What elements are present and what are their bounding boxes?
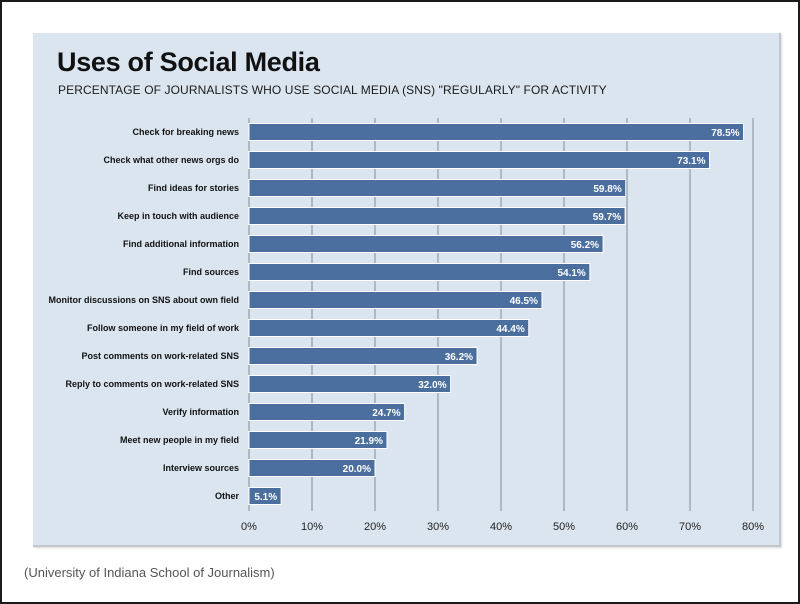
value-label-9: 32.0% bbox=[418, 380, 446, 391]
x-tick-label-0: 0% bbox=[241, 521, 257, 533]
value-label-0: 78.5% bbox=[711, 128, 739, 139]
x-tick-label-7: 70% bbox=[679, 521, 701, 533]
value-label-8: 36.2% bbox=[445, 352, 473, 363]
value-label-7: 44.4% bbox=[496, 324, 524, 335]
bar-6 bbox=[248, 291, 543, 309]
bar-10 bbox=[248, 403, 406, 421]
category-label-5: Find sources bbox=[183, 267, 239, 277]
bar-chart: Check for breaking news 78.5% Check what o… bbox=[48, 118, 764, 533]
x-tick-label-1: 10% bbox=[301, 521, 323, 533]
bar-4 bbox=[248, 235, 604, 253]
value-label-13: 5.1% bbox=[254, 492, 277, 503]
bar-13 bbox=[248, 487, 282, 505]
category-label-4: Find additional information bbox=[123, 239, 239, 249]
category-label-11: Meet new people in my field bbox=[120, 435, 239, 445]
category-label-9: Reply to comments on work-related SNS bbox=[65, 379, 239, 389]
bar-2 bbox=[248, 179, 627, 197]
value-label-11: 21.9% bbox=[355, 436, 383, 447]
category-label-2: Find ideas for stories bbox=[148, 183, 239, 193]
value-label-3: 59.7% bbox=[593, 212, 621, 223]
chart-title: Uses of Social Media bbox=[57, 47, 320, 77]
chart-panel: Uses of Social Media PERCENTAGE OF JOURN… bbox=[33, 33, 781, 547]
bar-7 bbox=[248, 319, 530, 337]
category-label-10: Verify information bbox=[162, 407, 239, 417]
source-caption: (University of Indiana School of Journal… bbox=[24, 565, 275, 580]
value-label-2: 59.8% bbox=[593, 184, 621, 195]
bar-8 bbox=[248, 347, 478, 365]
value-label-1: 73.1% bbox=[677, 156, 705, 167]
category-label-13: Other bbox=[215, 491, 240, 501]
bar-5 bbox=[248, 263, 591, 281]
bar-1 bbox=[248, 151, 711, 169]
bar-9 bbox=[248, 375, 452, 393]
x-tick-label-3: 30% bbox=[427, 521, 449, 533]
category-label-7: Follow someone in my field of work bbox=[87, 323, 240, 333]
category-label-1: Check what other news orgs do bbox=[103, 155, 239, 165]
x-tick-label-4: 40% bbox=[490, 521, 512, 533]
value-label-6: 46.5% bbox=[510, 296, 538, 307]
category-label-6: Monitor discussions on SNS about own fie… bbox=[48, 295, 239, 305]
x-tick-label-2: 20% bbox=[364, 521, 386, 533]
x-tick-label-8: 80% bbox=[742, 521, 764, 533]
bar-12 bbox=[248, 459, 376, 477]
x-tick-label-6: 60% bbox=[616, 521, 638, 533]
category-label-12: Interview sources bbox=[163, 463, 239, 473]
value-label-12: 20.0% bbox=[343, 464, 371, 475]
value-label-10: 24.7% bbox=[372, 408, 400, 419]
value-label-5: 54.1% bbox=[557, 268, 585, 279]
bar-11 bbox=[248, 431, 388, 449]
bar-3 bbox=[248, 207, 626, 225]
value-label-4: 56.2% bbox=[571, 240, 599, 251]
x-tick-label-5: 50% bbox=[553, 521, 575, 533]
category-label-0: Check for breaking news bbox=[132, 127, 239, 137]
category-label-8: Post comments on work-related SNS bbox=[81, 351, 239, 361]
bar-0 bbox=[248, 123, 745, 141]
category-label-3: Keep in touch with audience bbox=[117, 211, 239, 221]
chart-subtitle: PERCENTAGE OF JOURNALISTS WHO USE SOCIAL… bbox=[58, 83, 607, 97]
